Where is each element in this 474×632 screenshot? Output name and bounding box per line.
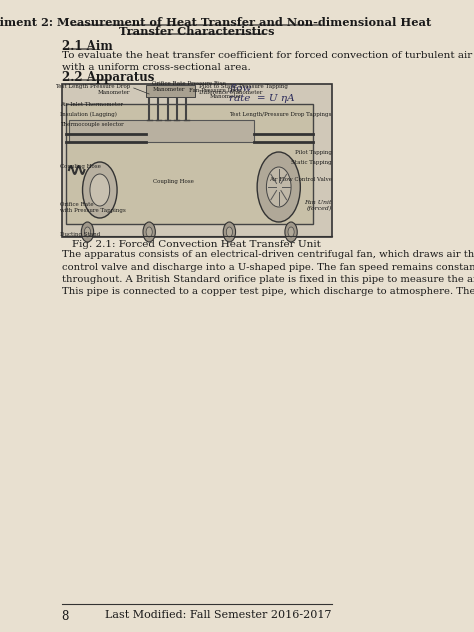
Text: Fan Unit
(forced): Fan Unit (forced) <box>304 200 332 211</box>
Text: Coupling Hose: Coupling Hose <box>154 179 194 184</box>
Circle shape <box>223 222 236 242</box>
Circle shape <box>285 222 297 242</box>
Text: Thermocouple selector: Thermocouple selector <box>60 122 124 127</box>
Text: 2.1 Aim: 2.1 Aim <box>62 40 112 53</box>
Text: Coupling Hose: Coupling Hose <box>60 164 101 169</box>
Text: Fig. 2.1: Forced Convection Heat Transfer Unit: Fig. 2.1: Forced Convection Heat Transfe… <box>72 240 321 249</box>
Text: 8: 8 <box>62 610 69 623</box>
Circle shape <box>82 162 117 218</box>
Text: Transfer Characteristics: Transfer Characteristics <box>119 26 274 37</box>
Circle shape <box>84 227 91 237</box>
Text: Fan Pressure Drop
Manometer: Fan Pressure Drop Manometer <box>189 88 242 99</box>
Text: The apparatus consists of an electrical-driven centrifugal fan, which draws air : The apparatus consists of an electrical-… <box>62 250 474 296</box>
Text: Ducting Stand: Ducting Stand <box>60 232 100 237</box>
Circle shape <box>143 222 155 242</box>
Circle shape <box>82 222 94 242</box>
Text: 2.2 Apparatus: 2.2 Apparatus <box>62 71 154 84</box>
Circle shape <box>288 227 294 237</box>
Text: Test Length/Pressure Drop Tappings: Test Length/Pressure Drop Tappings <box>229 112 332 117</box>
Circle shape <box>257 152 301 222</box>
Bar <box>69 120 254 142</box>
Text: To evaluate the heat transfer coefficient for forced convection of turbulent air: To evaluate the heat transfer coefficien… <box>62 51 474 73</box>
Text: Test Length Pressure Drop
Manometer: Test Length Pressure Drop Manometer <box>55 84 131 95</box>
Bar <box>62 84 332 237</box>
Text: Orifice Rate
with Pressure Tappings: Orifice Rate with Pressure Tappings <box>60 202 126 213</box>
Text: Insulation (Lagging): Insulation (Lagging) <box>60 112 117 118</box>
Text: Pilot to Static Pressure Tapping
Difference Manometer: Pilot to Static Pressure Tapping Differe… <box>199 84 287 95</box>
Text: Experiment 2: Measurement of Heat Transfer and Non-dimensional Heat: Experiment 2: Measurement of Heat Transf… <box>0 17 431 28</box>
Bar <box>66 104 313 224</box>
Circle shape <box>226 227 232 237</box>
Text: Air Flow Control Valve: Air Flow Control Valve <box>269 177 332 182</box>
Text: Orifice Rate Pressure Rise
Manometer: Orifice Rate Pressure Rise Manometer <box>152 81 226 92</box>
Text: Last Modified: Fall Semester 2016-2017: Last Modified: Fall Semester 2016-2017 <box>105 610 332 620</box>
Text: flow
rate  = U ηA: flow rate = U ηA <box>229 84 295 104</box>
Bar <box>146 85 195 97</box>
Text: Pilot Tapping: Pilot Tapping <box>295 150 332 155</box>
Text: Static Tapping: Static Tapping <box>291 160 332 165</box>
Circle shape <box>90 174 109 206</box>
Circle shape <box>266 167 291 207</box>
Circle shape <box>146 227 152 237</box>
Text: Air Inlet Thermometer: Air Inlet Thermometer <box>60 102 123 107</box>
